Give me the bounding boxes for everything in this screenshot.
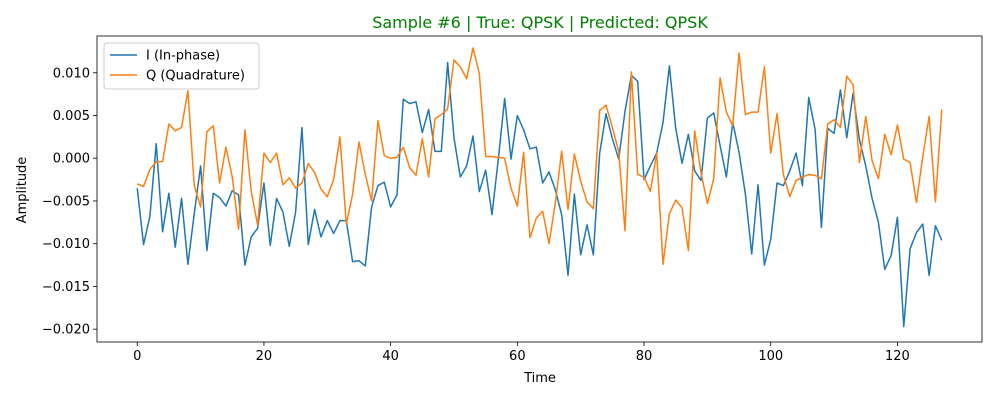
y-tick-label: −0.005 [42,194,90,209]
x-tick-label: 80 [636,349,653,364]
plot-frame [96,35,983,343]
x-tick-label: 20 [256,349,273,364]
x-tick-label: 60 [509,349,526,364]
chart-title: Sample #6 | True: QPSK | Predicted: QPSK [372,13,708,32]
y-tick-label: −0.015 [42,280,90,295]
x-axis: 0 20 40 60 80 100 120 [133,342,910,364]
series-line-i [136,61,943,328]
y-tick-label: 0.000 [53,152,90,167]
legend-box [103,42,260,90]
plot-area [96,35,983,343]
legend-label: Q (Quadrature) [146,69,245,84]
y-tick-label: 0.005 [53,109,90,124]
series-line-q [136,47,943,265]
y-tick-label: −0.010 [42,237,90,252]
legend-label: I (In-phase) [146,49,220,64]
y-tick-label: −0.020 [42,323,90,338]
y-axis-label: Amplitude [15,157,30,224]
x-axis-label: Time [523,371,556,386]
y-tick-label: 0.010 [53,66,90,81]
y-axis: −0.020 −0.015 −0.010 −0.005 0.000 0.005 0.010 [42,66,97,338]
x-tick-label: 120 [885,349,910,364]
x-tick-label: 0 [133,349,141,364]
x-tick-label: 100 [758,349,783,364]
legend: I (In-phase) Q (Quadrature) [103,42,260,90]
x-tick-label: 40 [382,349,399,364]
